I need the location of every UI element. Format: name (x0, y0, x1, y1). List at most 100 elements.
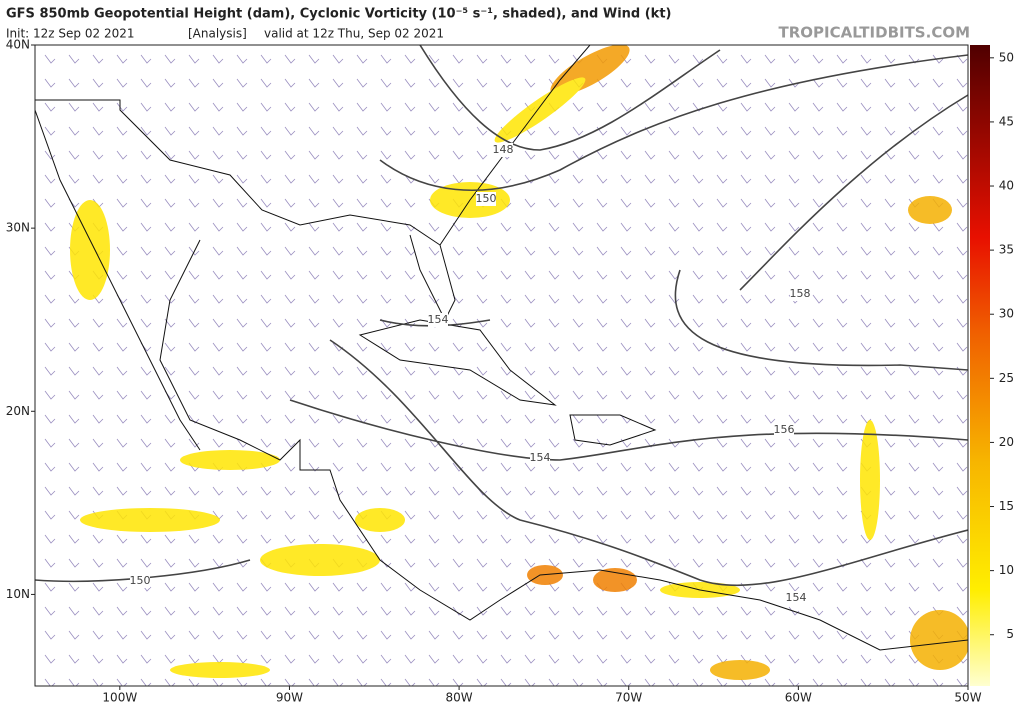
wind-barb (740, 342, 752, 352)
wind-barb (572, 342, 584, 352)
wind-barb (812, 270, 824, 280)
wind-barb (596, 678, 608, 686)
wind-barb (476, 606, 488, 616)
wind-barb (356, 342, 368, 352)
wind-barb (956, 102, 968, 112)
wind-barb (716, 294, 728, 304)
wind-barb (860, 294, 872, 304)
wind-barb (92, 102, 104, 112)
wind-barb (884, 630, 896, 640)
wind-barb (116, 174, 128, 184)
wind-barb (260, 198, 272, 208)
wind-barb (836, 582, 848, 592)
wind-barb (140, 366, 152, 376)
wind-barb (500, 270, 512, 280)
wind-barb (404, 558, 416, 568)
wind-barb (284, 150, 296, 160)
wind-barb (764, 582, 776, 592)
wind-barb (500, 630, 512, 640)
wind-barb (668, 342, 680, 352)
wind-barb (692, 414, 704, 424)
wind-barb (452, 54, 464, 64)
wind-barb (68, 366, 80, 376)
wind-barb (644, 174, 656, 184)
wind-barb (260, 174, 272, 184)
wind-barb (44, 462, 56, 472)
wind-barb (596, 78, 608, 88)
wind-barb (548, 318, 560, 328)
wind-barb (260, 678, 272, 686)
wind-barb (284, 366, 296, 376)
wind-barb (500, 582, 512, 592)
wind-barb (260, 414, 272, 424)
wind-barb (524, 678, 536, 686)
wind-barb (956, 414, 968, 424)
wind-barb (476, 102, 488, 112)
wind-barb (692, 294, 704, 304)
wind-barb (548, 174, 560, 184)
wind-barb (428, 486, 440, 496)
wind-barb (692, 270, 704, 280)
wind-barb (92, 318, 104, 328)
lon-label: 70W (615, 691, 642, 705)
wind-barb (548, 198, 560, 208)
wind-barb (716, 606, 728, 616)
wind-barb (356, 438, 368, 448)
wind-barb (644, 438, 656, 448)
wind-barb (692, 558, 704, 568)
wind-barb (452, 126, 464, 136)
wind-barb (356, 606, 368, 616)
wind-barb (524, 150, 536, 160)
wind-barb (572, 534, 584, 544)
wind-barb (164, 54, 176, 64)
wind-barb (188, 366, 200, 376)
wind-barb (236, 534, 248, 544)
wind-barb (596, 414, 608, 424)
contour-label-bg (774, 423, 794, 437)
wind-barb (932, 510, 944, 520)
wind-barb (284, 654, 296, 664)
wind-barb (308, 462, 320, 472)
wind-barb (116, 198, 128, 208)
wind-barb (524, 366, 536, 376)
wind-barb (236, 270, 248, 280)
wind-barb (908, 54, 920, 64)
wind-barb (44, 198, 56, 208)
wind-barb (620, 654, 632, 664)
wind-barb (836, 246, 848, 256)
wind-barb (92, 54, 104, 64)
wind-barb (92, 678, 104, 686)
wind-barb (92, 438, 104, 448)
wind-barb (404, 198, 416, 208)
wind-barb (428, 438, 440, 448)
contour-label: 150 (130, 574, 151, 587)
wind-barb (956, 126, 968, 136)
wind-barb (188, 102, 200, 112)
wind-barb (164, 462, 176, 472)
wind-barb (956, 270, 968, 280)
wind-barb (452, 342, 464, 352)
wind-barb (260, 606, 272, 616)
wind-barb (428, 630, 440, 640)
wind-barb (644, 318, 656, 328)
wind-barb (428, 78, 440, 88)
wind-barb (236, 54, 248, 64)
wind-barb (404, 126, 416, 136)
wind-barb (596, 630, 608, 640)
wind-barb (620, 438, 632, 448)
wind-barb (260, 654, 272, 664)
wind-barb (620, 486, 632, 496)
wind-barb (260, 390, 272, 400)
wind-barb (116, 438, 128, 448)
wind-barb (452, 102, 464, 112)
wind-barb (596, 486, 608, 496)
wind-barb (308, 318, 320, 328)
wind-barb (260, 486, 272, 496)
wind-barb (788, 342, 800, 352)
wind-barb (140, 102, 152, 112)
wind-barb (452, 462, 464, 472)
wind-barb (44, 78, 56, 88)
wind-barb (500, 414, 512, 424)
wind-barb (668, 438, 680, 448)
wind-barb (380, 678, 392, 686)
